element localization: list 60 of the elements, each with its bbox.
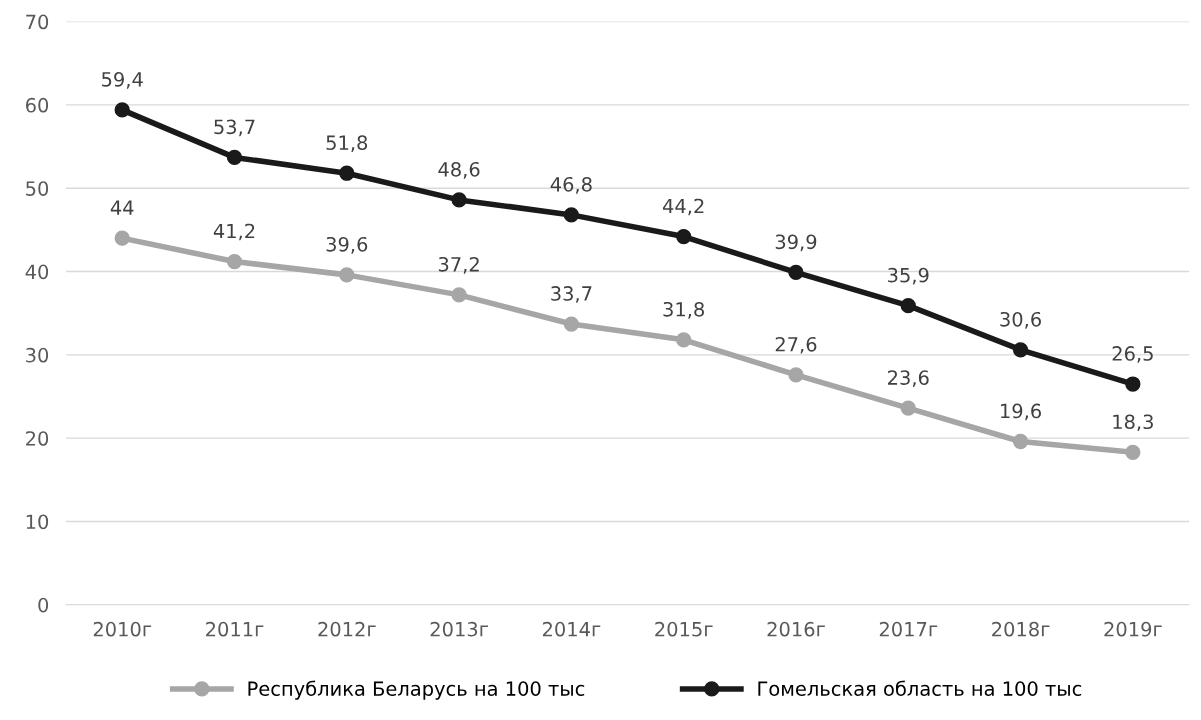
y-tick-label: 40 — [25, 264, 49, 280]
point — [900, 400, 916, 416]
data-label: 48,6 — [438, 161, 480, 179]
data-label: 37,2 — [438, 256, 479, 274]
point — [339, 165, 355, 181]
point — [339, 267, 355, 283]
point — [114, 230, 130, 246]
data-label: 59,4 — [102, 71, 143, 89]
point — [676, 332, 692, 348]
point — [563, 207, 580, 223]
y-tick-label: 20 — [26, 431, 49, 446]
point — [563, 316, 580, 332]
data-label: 39,9 — [775, 234, 817, 252]
x-tick-label: 2013г — [430, 621, 488, 637]
y-tick-label: 10 — [26, 514, 49, 530]
data-label: 31,8 — [663, 301, 704, 319]
point — [226, 253, 243, 270]
point — [788, 264, 804, 281]
data-label: 44 — [110, 200, 134, 215]
data-label: 53,7 — [214, 119, 255, 137]
y-tick-label: 50 — [26, 181, 49, 196]
data-label: 23,6 — [888, 370, 929, 387]
data-label: 39,6 — [326, 236, 368, 254]
y-tick-label: 60 — [26, 97, 49, 113]
data-label: 51,8 — [326, 135, 368, 152]
y-tick-label: 30 — [26, 347, 49, 363]
point — [788, 367, 804, 383]
x-tick-label: 2012г — [318, 621, 376, 637]
data-label: 26,5 — [1112, 346, 1153, 363]
y-tick-label: 0 — [38, 597, 49, 613]
legend-label: Республика Беларусь на 100 тыс — [248, 680, 585, 700]
data-label: 30,6 — [1000, 311, 1041, 329]
point — [1012, 342, 1029, 358]
x-tick-label: 2019г — [1104, 621, 1162, 637]
x-tick-label: 2018г — [992, 621, 1050, 637]
point — [676, 228, 692, 245]
x-tick-label: 2015г — [655, 621, 713, 637]
data-label: 44,2 — [662, 198, 704, 216]
data-label: 41,2 — [213, 223, 255, 241]
point — [1125, 376, 1141, 392]
point — [451, 192, 467, 208]
data-label: 46,8 — [550, 176, 592, 194]
data-label: 35,9 — [888, 267, 929, 285]
y-tick-label: 70 — [26, 14, 49, 30]
point — [1012, 433, 1029, 450]
point — [114, 102, 130, 118]
data-label: 19,6 — [1001, 403, 1041, 421]
data-label: 18,3 — [1113, 414, 1153, 432]
x-tick-label: 2016г — [767, 621, 825, 637]
legend-label: Гомельская область на 100 тыс — [758, 680, 1082, 696]
x-tick-label: 2010г — [93, 621, 152, 637]
point — [451, 287, 467, 303]
x-tick-label: 2014г — [542, 621, 601, 637]
data-label: 27,6 — [775, 336, 817, 354]
data-label: 33,7 — [551, 286, 592, 303]
x-tick-label: 2017г — [879, 621, 938, 637]
x-tick-label: 2011г — [206, 621, 264, 637]
point — [1125, 444, 1141, 460]
point — [226, 149, 243, 166]
point — [900, 298, 916, 314]
